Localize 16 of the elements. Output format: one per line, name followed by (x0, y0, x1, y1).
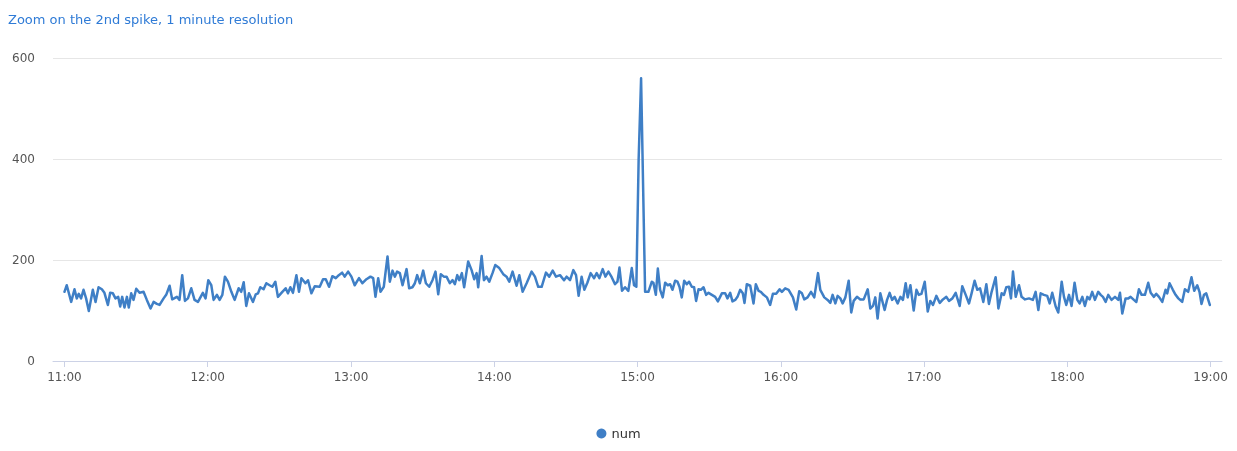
legend-label: num (611, 426, 641, 441)
x-tick-label: 18:00 (1049, 370, 1085, 384)
x-tick-label: 19:00 (1193, 370, 1228, 384)
y-tick-label: 400 (12, 152, 35, 166)
x-tick-label: 11:00 (47, 370, 82, 384)
line-series (63, 76, 1212, 320)
y-tick-label: 200 (12, 253, 35, 267)
x-tick-label: 17:00 (906, 370, 942, 384)
x-tick-label: 12:00 (190, 370, 226, 384)
x-tick-label: 14:00 (476, 370, 512, 384)
x-tick-label: 13:00 (333, 370, 369, 384)
x-tick-label: 15:00 (620, 370, 655, 384)
y-tick-label: 600 (12, 51, 35, 65)
y-tick-label: 0 (27, 354, 35, 368)
chart-title: Zoom on the 2nd spike, 1 minute resolution (8, 12, 294, 27)
x-tick-label: 16:00 (763, 370, 799, 384)
